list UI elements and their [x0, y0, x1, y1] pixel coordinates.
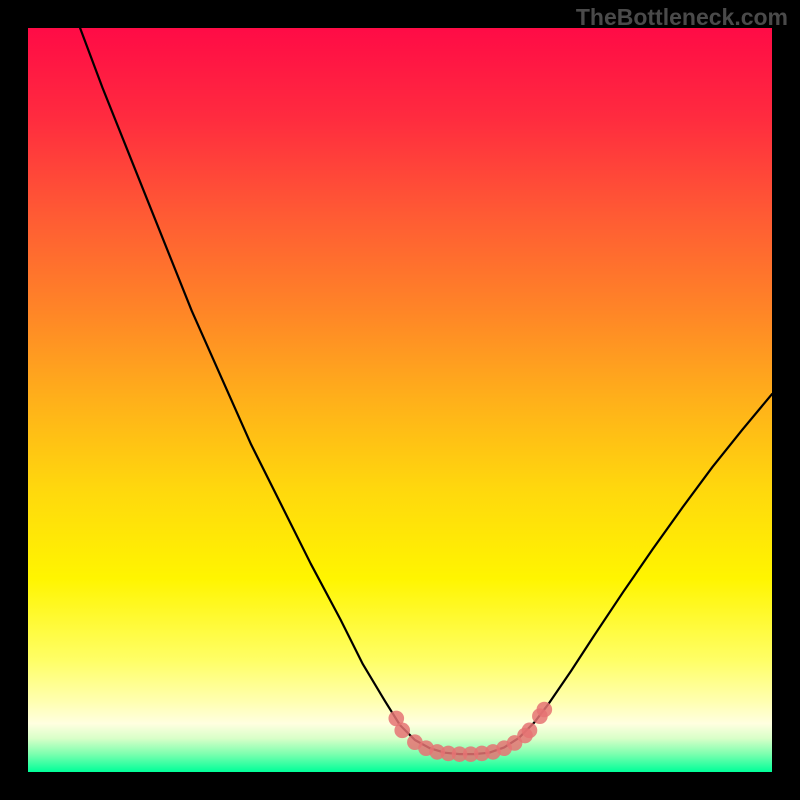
plot-background: [28, 28, 772, 772]
watermark-text: TheBottleneck.com: [576, 4, 788, 31]
marker-dot: [394, 723, 410, 739]
chart-frame: TheBottleneck.com: [0, 0, 800, 800]
chart-svg: [0, 0, 800, 800]
marker-dot: [537, 702, 553, 718]
marker-dot: [522, 723, 538, 739]
